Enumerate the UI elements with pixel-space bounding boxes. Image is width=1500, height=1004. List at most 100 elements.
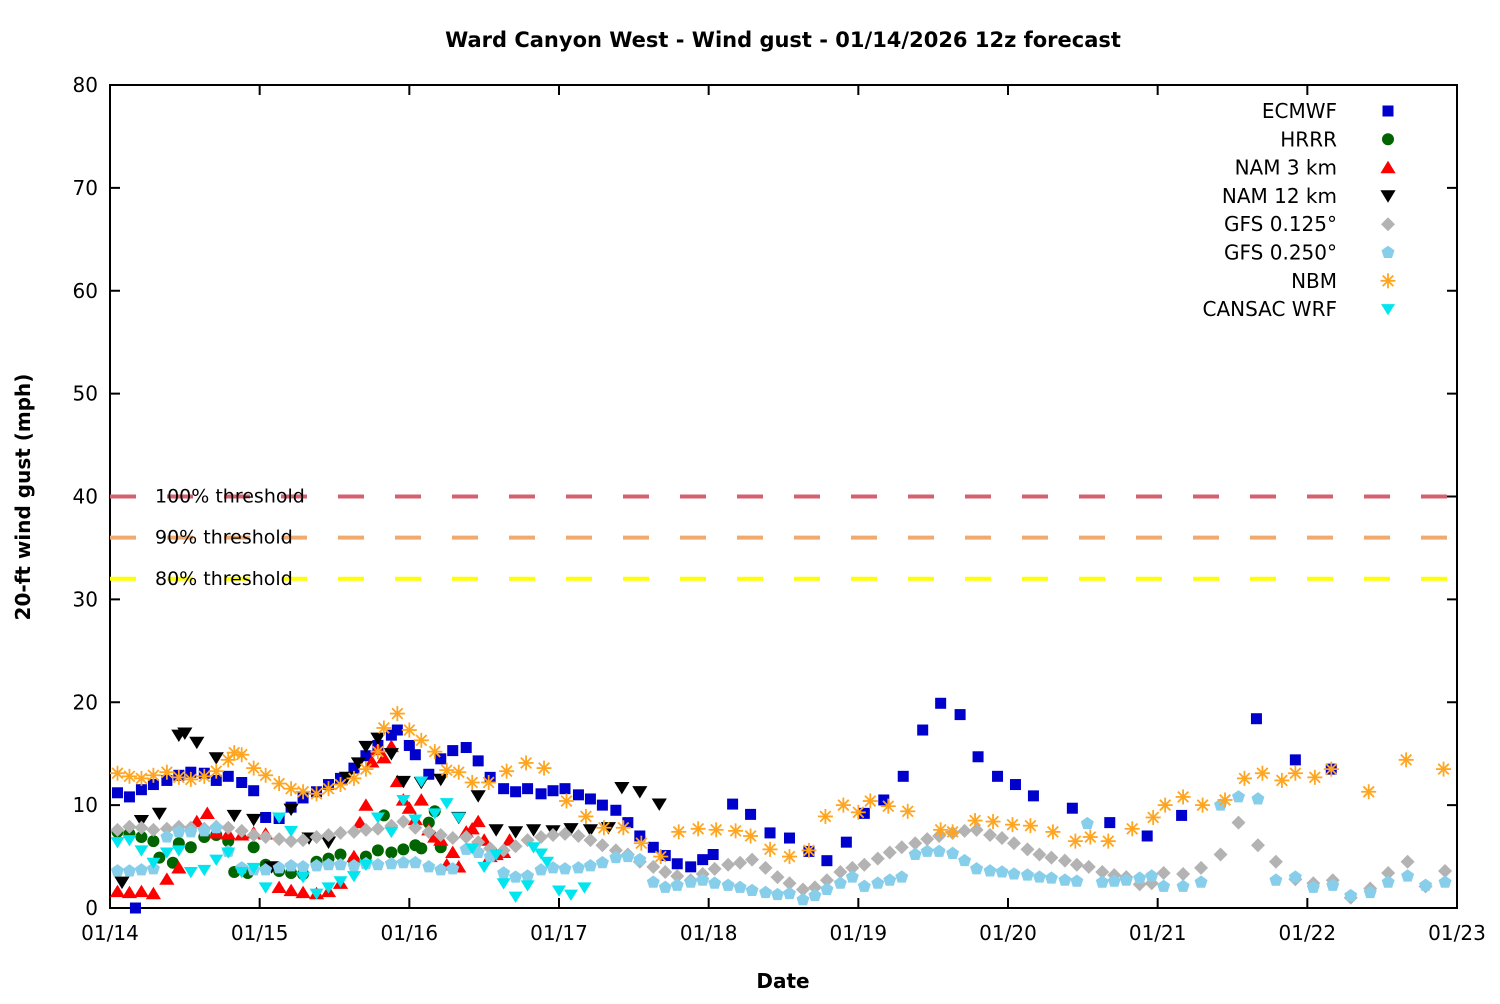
data-point-diamond (159, 821, 174, 836)
data-point-triangle-down (122, 835, 137, 847)
data-point-diamond (1213, 847, 1228, 862)
data-point-square (111, 787, 123, 799)
data-point-square (1141, 830, 1153, 842)
data-point-asterisk-spoke (1177, 790, 1190, 803)
data-point-square (783, 832, 795, 844)
data-point-pentagon (259, 863, 273, 876)
data-point-circle (334, 848, 347, 861)
threshold-label: 80% threshold (155, 568, 293, 590)
data-point-diamond (333, 825, 348, 840)
data-point-asterisk-spoke (1147, 811, 1160, 824)
data-point-asterisk-spoke (297, 785, 310, 798)
data-point-pentagon (446, 862, 460, 875)
data-point-square (484, 771, 496, 783)
data-point-triangle-down (370, 812, 385, 824)
x-tick-label: 01/19 (830, 921, 888, 945)
data-point-asterisk-spoke (819, 810, 832, 823)
data-point-pentagon (845, 870, 859, 883)
data-point-diamond (534, 830, 549, 845)
data-point-asterisk-spoke (500, 765, 513, 778)
data-point-asterisk-spoke (1006, 818, 1019, 831)
data-point-square (1027, 790, 1039, 802)
data-point-diamond (583, 833, 598, 848)
data-point-pentagon (833, 876, 847, 889)
data-point-asterisk-spoke (123, 770, 136, 783)
data-point-asterisk-spoke (428, 745, 441, 758)
data-point-circle (371, 844, 384, 857)
data-point-square (236, 776, 248, 788)
data-point-diamond (833, 864, 848, 879)
legend-item-hrrr: HRRR (1280, 127, 1337, 151)
data-point-asterisk-spoke (946, 825, 959, 838)
data-point-square (403, 739, 415, 751)
data-point-pentagon (970, 862, 984, 875)
data-point-diamond (658, 864, 673, 879)
data-point-asterisk-spoke (334, 778, 347, 791)
data-point-triangle-up (283, 883, 299, 897)
data-point-pentagon (1176, 879, 1190, 892)
data-point-triangle-down (465, 843, 480, 855)
data-point-asterisk-spoke (597, 821, 610, 834)
data-point-square (135, 784, 147, 796)
data-point-square (522, 783, 534, 795)
data-point-triangle-down (489, 849, 504, 861)
data-point-triangle-down (525, 824, 542, 837)
data-point-diamond (770, 870, 785, 885)
data-point-square (1009, 779, 1021, 791)
data-point-diamond (408, 820, 423, 835)
data-point-diamond (296, 833, 311, 848)
data-point-asterisk-spoke (672, 825, 685, 838)
legend-item-nbm: NBM (1291, 269, 1337, 293)
data-point-pentagon (958, 853, 972, 867)
data-point-square (764, 827, 776, 839)
data-point-diamond (1156, 866, 1171, 881)
data-point-pentagon (310, 859, 324, 872)
data-point-diamond (969, 822, 984, 837)
data-point-asterisk-spoke (1219, 794, 1231, 806)
x-tick-label: 01/23 (1428, 921, 1486, 945)
data-point-diamond (957, 823, 972, 838)
data-point-triangle-down (1380, 190, 1396, 203)
data-point-triangle-down (520, 880, 535, 892)
data-point-asterisk-spoke (1024, 819, 1037, 832)
data-point-triangle-up (358, 798, 374, 811)
data-point-triangle-down (177, 727, 193, 740)
data-point-pentagon (658, 880, 672, 893)
data-point-square (584, 793, 596, 805)
data-point-triangle-up (445, 845, 461, 859)
data-point-pentagon (521, 869, 535, 882)
data-point-triangle-down (284, 825, 299, 838)
data-point-triangle-up (109, 884, 126, 898)
data-point-asterisk-spoke (147, 769, 160, 782)
data-point-asterisk-spoke (1069, 835, 1082, 848)
data-point-pentagon (197, 824, 211, 837)
data-point-triangle-up (121, 885, 138, 899)
data-point-asterisk-spoke (901, 805, 914, 818)
data-point-triangle-down (427, 808, 442, 820)
data-point-square (348, 762, 360, 774)
data-point-triangle-up (401, 801, 417, 814)
data-point-square (1176, 809, 1188, 821)
data-point-diamond (1268, 854, 1283, 869)
data-point-pentagon (1107, 874, 1121, 887)
data-point-triangle-down (414, 776, 429, 788)
data-point-asterisk-spoke (1256, 767, 1269, 780)
data-point-pentagon (1032, 870, 1046, 883)
data-point-diamond (595, 838, 610, 853)
x-tick-label: 01/22 (1279, 921, 1337, 945)
data-point-asterisk-spoke (1400, 753, 1413, 766)
data-point-square (510, 786, 522, 798)
data-point-diamond (1231, 815, 1246, 830)
data-point-diamond (557, 826, 572, 841)
data-point-triangle-down (540, 856, 555, 868)
data-point-pentagon (1007, 867, 1021, 880)
data-point-pentagon (396, 855, 410, 869)
data-point-triangle-down (246, 813, 262, 827)
legend-item-gfs-0-250-: GFS 0.250° (1224, 241, 1337, 265)
data-point-triangle-down (370, 732, 386, 746)
data-point-asterisk-spoke (452, 766, 465, 779)
data-point-square (572, 789, 584, 801)
data-point-asterisk-spoke (1325, 763, 1338, 776)
data-point-pentagon (134, 863, 148, 876)
data-point-square (1289, 754, 1301, 766)
